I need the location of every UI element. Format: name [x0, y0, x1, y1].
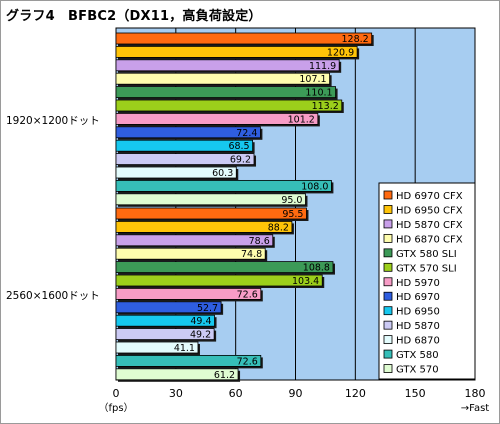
legend-swatch	[383, 291, 393, 301]
bar	[115, 354, 262, 367]
bar	[115, 59, 340, 72]
bar-value-label: 110.1	[305, 88, 332, 99]
bar-value-label: 72.6	[237, 356, 258, 367]
group-labels: 1920×1200ドット 2560×1600ドット	[6, 115, 100, 302]
chart-title: グラフ4 BFBC2（DX11，高負荷設定）	[6, 9, 262, 24]
legend-label: HD 6970	[396, 292, 440, 303]
bar	[115, 72, 331, 85]
bar-value-label: 108.8	[303, 263, 330, 274]
legend-label: GTX 580 SLI	[396, 249, 457, 260]
bar	[115, 32, 373, 45]
legend-swatch	[383, 277, 393, 287]
bar-value-label: 103.4	[292, 276, 319, 287]
legend-swatch	[383, 306, 393, 316]
bar-value-label: 107.1	[299, 74, 326, 85]
legend-swatch	[383, 219, 393, 229]
bar	[115, 179, 332, 192]
bar-value-label: 72.4	[236, 128, 257, 139]
bar-value-label: 49.2	[190, 330, 211, 341]
bar-value-label: 95.0	[281, 195, 302, 206]
bar-value-label: 52.7	[197, 303, 218, 314]
x-axis: 0 30 60 90 120 150 180 （fps） →Fast	[98, 387, 489, 414]
bar-value-label: 88.2	[268, 222, 289, 233]
legend-swatch	[383, 248, 393, 258]
legend-swatch	[383, 349, 393, 359]
legend-label: GTX 580	[396, 350, 439, 361]
bar-value-label: 95.5	[282, 209, 303, 220]
legend-label: HD 5870 CFX	[396, 220, 463, 231]
legend-label: HD 6950	[396, 307, 440, 318]
bar-value-label: 41.1	[174, 343, 195, 354]
bar	[115, 328, 215, 341]
x-tick-label-90: 90	[289, 387, 303, 400]
bar-value-label: 111.9	[309, 61, 336, 72]
legend-label: HD 5970	[396, 278, 440, 289]
bar-value-label: 78.6	[249, 236, 270, 247]
bar	[115, 287, 262, 300]
bar-value-label: 49.4	[190, 316, 211, 327]
legend-label: HD 6870	[396, 336, 440, 347]
bar	[115, 220, 293, 233]
bar	[115, 368, 239, 381]
bar	[115, 234, 274, 247]
group-label: 2560×1600ドット	[6, 290, 100, 302]
bar	[115, 166, 237, 179]
legend: HD 6970 CFX HD 6950 CFX HD 5870 CFX HD 6870…	[378, 182, 476, 380]
bar	[115, 139, 254, 152]
group-label: 1920×1200ドット	[6, 115, 100, 127]
bar	[115, 193, 306, 206]
x-tick-label-180: 180	[465, 387, 486, 400]
bar-value-label: 101.2	[288, 114, 315, 125]
legend-label: GTX 570 SLI	[396, 263, 457, 274]
legend-swatch	[383, 205, 393, 214]
legend-swatch	[383, 335, 393, 345]
legend-label: GTX 570	[396, 365, 439, 376]
x-direction-label: →Fast	[461, 403, 490, 414]
x-tick-label-150: 150	[405, 387, 426, 400]
legend-swatch	[383, 364, 393, 373]
legend-label: HD 5870	[396, 321, 440, 332]
bar-value-label: 74.8	[241, 249, 262, 260]
bar-value-label: 120.9	[327, 47, 354, 58]
bar	[115, 46, 358, 58]
bar-value-label: 69.2	[230, 155, 251, 166]
legend-swatch	[383, 233, 393, 243]
bar-value-label: 128.2	[341, 34, 368, 45]
legend-label: HD 6950 CFX	[396, 205, 463, 216]
legend-label: HD 6870 CFX	[396, 234, 463, 245]
legend-swatch	[383, 190, 393, 200]
bar-value-label: 108.0	[301, 181, 328, 192]
x-tick-label-0: 0	[113, 387, 120, 400]
bar	[115, 126, 261, 139]
bar	[115, 301, 222, 314]
bar	[115, 113, 319, 125]
bar-value-label: 72.6	[237, 289, 258, 300]
bar	[115, 153, 255, 166]
bar-value-label: 68.5	[228, 141, 249, 152]
bar	[115, 247, 266, 260]
x-tick-label-120: 120	[345, 387, 366, 400]
bar-value-labels: 128.2 120.9 111.9 107.1 110.1 113.2 101.2 72.4 6…	[174, 34, 369, 381]
bar	[115, 314, 215, 327]
bar	[115, 261, 334, 274]
bar	[115, 99, 343, 112]
legend-label: HD 6970 CFX	[396, 191, 463, 202]
bars	[115, 32, 374, 382]
bar-value-label: 60.3	[212, 168, 233, 179]
bar-value-label: 61.2	[214, 370, 235, 381]
bar	[115, 207, 307, 220]
bar-value-label: 113.2	[312, 101, 339, 112]
bar	[115, 274, 323, 287]
legend-swatch	[383, 262, 393, 272]
x-tick-label-60: 60	[229, 387, 243, 400]
bar	[115, 341, 199, 354]
legend-box	[378, 182, 476, 380]
bar	[115, 86, 336, 98]
legend-swatch	[383, 320, 393, 330]
x-unit-label: （fps）	[98, 402, 133, 414]
x-tick-label-30: 30	[169, 387, 183, 400]
